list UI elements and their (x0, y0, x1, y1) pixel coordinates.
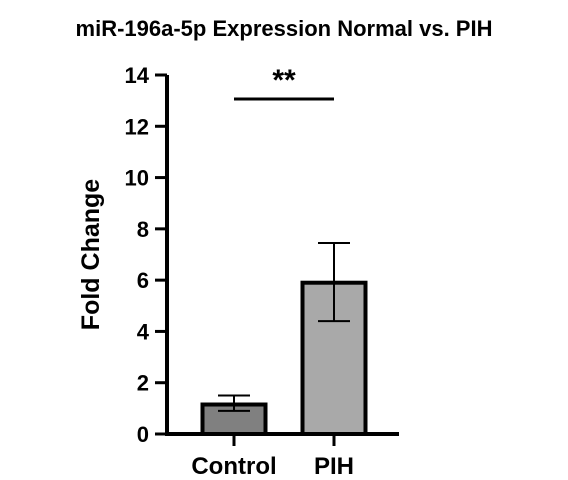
y-tick-label: 6 (137, 268, 149, 293)
y-tick-label: 0 (137, 422, 149, 447)
significance-label: ** (272, 64, 296, 97)
bar (300, 280, 368, 437)
y-tick-label: 10 (125, 166, 149, 191)
chart-title: miR-196a-5p Expression Normal vs. PIH (75, 16, 493, 41)
y-tick-label: 14 (125, 63, 150, 88)
bar (200, 402, 268, 436)
x-tick-label: Control (191, 453, 276, 480)
y-tick-label: 2 (137, 371, 149, 396)
x-tick-label: PIH (314, 453, 354, 480)
y-tick-label: 12 (125, 114, 149, 139)
y-tick-label: 8 (137, 217, 149, 242)
y-axis-title: Fold Change (77, 179, 105, 330)
y-tick-label: 4 (137, 319, 150, 344)
